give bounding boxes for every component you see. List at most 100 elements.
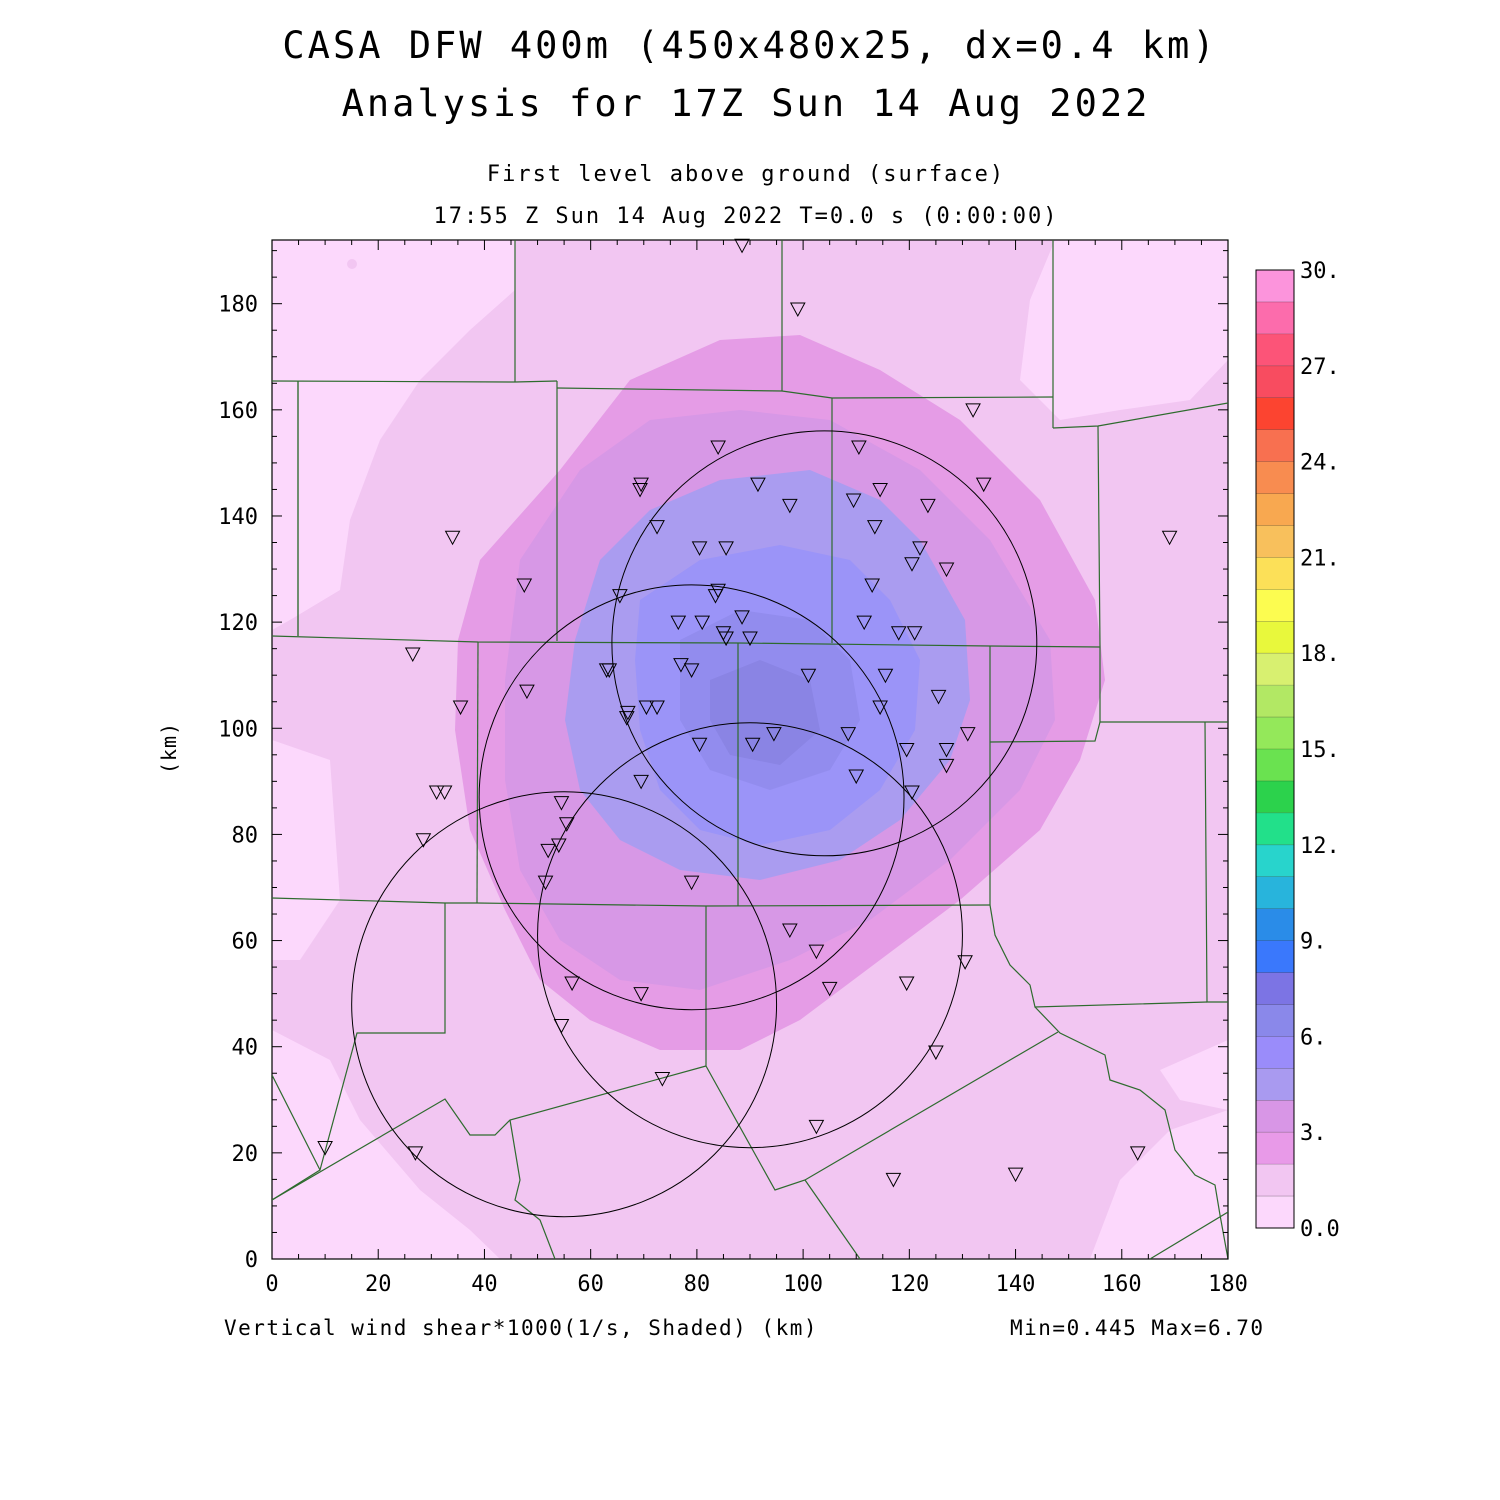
station-marker [904,785,920,801]
colorbar-label: 21. [1300,546,1340,571]
radar-ring-2 [478,584,905,1011]
station-marker [683,875,700,891]
colorbar-swatch [1256,780,1294,813]
station-marker [856,615,873,631]
colorbar-swatch [1256,397,1294,430]
x-tick-label: 140 [996,1272,1036,1297]
colorbar-swatch [1256,717,1294,749]
station-marker [840,727,857,742]
y-tick-label: 140 [218,505,258,530]
station-marker [898,743,915,758]
colorbar-swatch [1256,972,1294,1005]
station-marker [415,833,432,848]
station-marker [928,1045,944,1061]
x-tick-label: 80 [684,1272,711,1297]
colorbar-label: 24. [1300,451,1340,476]
colorbar-swatch [1256,557,1294,590]
y-tick-label: 60 [232,930,259,955]
station-marker [317,1141,333,1156]
station-marker [633,477,649,493]
station-marker [428,785,445,801]
colorbar-swatch [1256,301,1294,334]
y-tick-label: 160 [218,399,258,424]
station-marker [407,1146,424,1161]
station-marker [750,477,766,493]
station-marker [519,684,535,700]
x-tick-label: 20 [365,1272,392,1297]
station-marker [957,955,973,970]
station-marker [781,923,798,939]
station-marker [1007,1167,1024,1183]
colorbar-swatch [1256,1004,1294,1037]
station-marker [516,578,533,594]
shaded-field [272,240,1228,1259]
station-marker [444,530,461,546]
station-marker [866,520,883,535]
colorbar-frame [1255,269,1295,1229]
station-marker [620,705,636,721]
station-marker [912,541,928,556]
station-marker [734,238,750,254]
station-marker [904,557,920,572]
station-marker [877,668,894,684]
station-marker [845,493,862,509]
colorbar-swatch [1256,525,1294,558]
y-tick-label: 40 [232,1036,259,1061]
station-marker [564,976,580,992]
x-tick-label: 120 [889,1272,929,1297]
station-marker [601,663,618,678]
station-marker [670,615,687,631]
station-marker [734,610,750,625]
radar-ring-4 [351,791,778,1218]
colorbar-swatch [1256,1036,1294,1069]
station-marker [808,1119,825,1135]
colorbar-swatch [1256,429,1294,462]
station-marker [959,727,976,742]
station-marker [890,626,907,641]
colorbar-swatch [1256,493,1294,526]
station-marker [710,583,726,599]
colorbar-swatch [1256,270,1294,302]
station-marker [906,626,923,641]
station-marker [553,796,570,811]
station-marker [930,689,947,705]
radar-ring-1 [611,430,1038,857]
station-marker [618,711,635,726]
station-marker [1129,1146,1146,1161]
colorbar-swatch [1256,685,1294,718]
station-marker [638,700,655,716]
station-marker [710,440,726,456]
station-marker [851,440,867,456]
station-marker [821,981,838,997]
y-tick-label: 180 [218,293,258,318]
station-marker [938,758,955,774]
station-marker [553,1018,570,1034]
colorbar-label: 18. [1300,642,1340,667]
station-marker [938,562,955,578]
station-marker [537,875,554,891]
station-marker [649,520,665,535]
colorbar-label: 3. [1300,1121,1327,1146]
colorbar-swatch [1256,1164,1294,1197]
colorbar-swatch [1256,908,1294,941]
colorbar-swatch [1256,940,1294,973]
station-marker [848,769,865,785]
station-marker [898,976,915,992]
station-marker [885,1172,902,1188]
station-marker [975,477,992,493]
colorbar-swatch [1256,1196,1294,1228]
station-marker [965,403,981,418]
colorbar-swatch [1256,589,1294,622]
station-marker [683,663,700,678]
station-marker [436,785,453,801]
x-tick-label: 160 [1102,1272,1142,1297]
y-tick-label: 0 [245,1248,258,1273]
colorbar-label: 6. [1300,1025,1327,1050]
field-description: Vertical wind shear*1000(1/s, Shaded) (k… [224,1316,819,1340]
level-subtitle: First level above ground (surface) [486,162,1006,187]
x-tick-label: 60 [577,1272,604,1297]
colorbar-label: 30. [1300,259,1340,284]
colorbar: 0.0 3. 6. 9. 12. 15. 18. 21. 24. 27. 30. [1255,259,1340,1242]
colorbar-swatch [1256,1068,1294,1101]
axes: 0 20 40 60 80 100 120 140 160 180 0 20 40 60 80 100 120 1… [218,240,1248,1297]
